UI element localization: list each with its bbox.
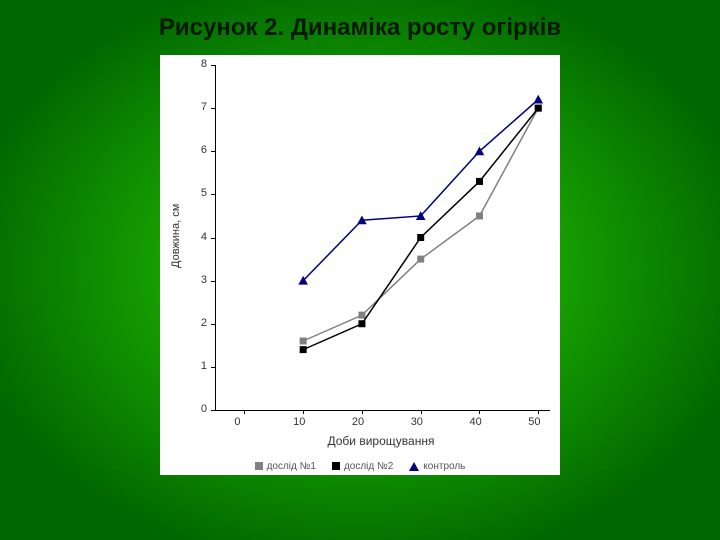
y-tick xyxy=(211,281,215,282)
y-axis xyxy=(215,65,216,410)
y-tick-label: 8 xyxy=(201,58,207,70)
slide-root: Рисунок 2. Динаміка росту огірків Довжин… xyxy=(0,0,720,540)
x-tick-label: 10 xyxy=(293,416,305,428)
x-tick-label: 30 xyxy=(411,416,423,428)
series-marker xyxy=(358,320,365,327)
series-marker xyxy=(533,95,543,104)
y-tick-label: 4 xyxy=(201,231,207,243)
chart-legend: дослід №1 дослід №2 контроль xyxy=(160,461,560,472)
plot-svg xyxy=(215,65,550,410)
series-marker xyxy=(476,178,483,185)
series-line xyxy=(303,108,538,341)
y-tick xyxy=(211,65,215,66)
legend-label: контроль xyxy=(423,461,465,472)
x-tick-label: 20 xyxy=(352,416,364,428)
series-marker xyxy=(535,105,542,112)
y-tick-label: 7 xyxy=(201,101,207,113)
x-axis-title: Доби вирощування xyxy=(328,434,435,448)
triangle-icon xyxy=(409,462,419,471)
x-tick xyxy=(479,410,480,414)
y-tick-label: 1 xyxy=(201,360,207,372)
y-tick-label: 2 xyxy=(201,317,207,329)
square-icon xyxy=(255,462,263,470)
x-tick-label: 0 xyxy=(234,416,240,428)
legend-item: контроль xyxy=(409,461,465,472)
chart-title: Рисунок 2. Динаміка росту огірків xyxy=(0,14,720,42)
y-tick-label: 0 xyxy=(201,403,207,415)
x-tick-label: 50 xyxy=(528,416,540,428)
series-marker xyxy=(358,312,365,319)
x-tick xyxy=(538,410,539,414)
y-axis-title: Довжина, см xyxy=(170,203,182,267)
y-tick xyxy=(211,410,215,411)
x-tick xyxy=(421,410,422,414)
series-marker xyxy=(300,346,307,353)
x-tick xyxy=(362,410,363,414)
y-tick xyxy=(211,108,215,109)
legend-label: дослід №2 xyxy=(344,461,393,472)
y-tick-label: 6 xyxy=(201,144,207,156)
y-tick-label: 3 xyxy=(201,274,207,286)
series-marker xyxy=(417,234,424,241)
x-tick xyxy=(303,410,304,414)
series-marker xyxy=(417,256,424,263)
y-tick xyxy=(211,324,215,325)
legend-item: дослід №2 xyxy=(332,461,393,472)
legend-label: дослід №1 xyxy=(267,461,316,472)
x-tick xyxy=(244,410,245,414)
y-tick-label: 5 xyxy=(201,187,207,199)
plot-area xyxy=(215,65,550,410)
series-line xyxy=(303,108,538,350)
y-tick xyxy=(211,238,215,239)
series-line xyxy=(303,100,538,281)
y-tick xyxy=(211,367,215,368)
x-tick-label: 40 xyxy=(469,416,481,428)
series-marker xyxy=(476,212,483,219)
y-tick xyxy=(211,151,215,152)
legend-item: дослід №1 xyxy=(255,461,316,472)
series-marker xyxy=(300,338,307,345)
square-icon xyxy=(332,462,340,470)
y-tick xyxy=(211,194,215,195)
x-axis xyxy=(215,410,550,411)
chart-container: Довжина, см Доби вирощування дослід №1до… xyxy=(160,55,560,475)
